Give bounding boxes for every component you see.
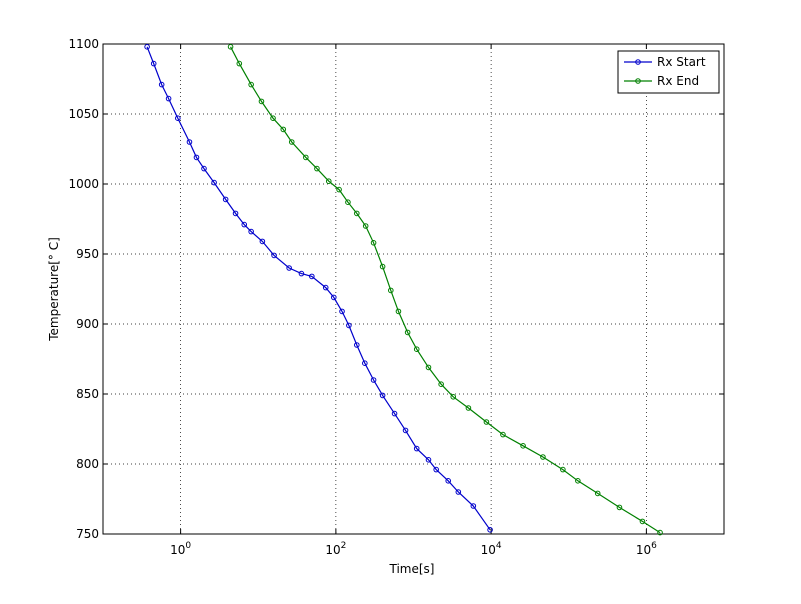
data-point: [280, 126, 287, 133]
data-point: [193, 154, 200, 161]
data-point: [325, 178, 332, 184]
data-point: [336, 186, 342, 193]
data-point: [150, 60, 157, 67]
data-point: [395, 308, 402, 315]
x-tick-label: 100: [170, 541, 191, 557]
data-point: [314, 165, 320, 172]
data-point: [404, 329, 411, 336]
data-point: [370, 377, 377, 383]
data-point: [455, 489, 462, 495]
data-point: [362, 223, 369, 229]
y-tick-label: 750: [76, 527, 99, 541]
legend-marker: [635, 78, 641, 84]
legend-marker: [635, 59, 641, 65]
data-point: [227, 44, 234, 50]
data-point: [391, 410, 398, 417]
data-point: [425, 457, 432, 463]
y-tick-label: 900: [76, 317, 99, 331]
x-tick-label: 106: [636, 541, 657, 557]
data-point: [236, 60, 243, 67]
y-tick-label: 850: [76, 387, 99, 401]
x-axis-label: Time[s]: [389, 562, 435, 576]
data-point: [270, 115, 276, 121]
data-point: [362, 360, 368, 367]
data-point: [248, 228, 254, 235]
data-point: [346, 322, 352, 329]
data-point: [575, 478, 581, 484]
legend-label: Rx Start: [657, 55, 706, 69]
data-point: [425, 364, 432, 371]
data-point: [433, 466, 439, 473]
data-point: [211, 179, 217, 186]
data-point: [540, 454, 546, 460]
data-point: [639, 518, 646, 525]
data-point: [339, 308, 345, 315]
data-point: [388, 287, 394, 294]
data-point: [241, 221, 248, 228]
data-point: [345, 199, 351, 205]
data-point: [413, 346, 420, 353]
data-point: [353, 342, 360, 348]
data-point: [303, 154, 309, 161]
data-point: [232, 210, 239, 217]
legend-box: [617, 50, 720, 94]
data-point: [657, 529, 663, 536]
data-point: [222, 196, 229, 203]
data-point: [402, 427, 409, 434]
legend-label: Rx End: [657, 74, 699, 88]
data-point: [201, 165, 207, 172]
data-point: [259, 238, 266, 245]
data-point: [158, 81, 165, 88]
y-axis-label: Temperature[° C]: [47, 237, 61, 342]
data-point: [560, 466, 566, 473]
y-tick-label: 800: [76, 457, 99, 471]
y-tick-label: 950: [76, 247, 99, 261]
data-point: [450, 394, 457, 400]
x-tick-label: 102: [325, 541, 346, 557]
data-point: [175, 115, 181, 121]
data-point: [248, 81, 254, 88]
y-tick-label: 1000: [68, 177, 99, 191]
data-point: [288, 139, 295, 145]
data-point: [186, 139, 193, 145]
data-point: [286, 265, 292, 271]
data-point: [438, 381, 444, 388]
data-point: [616, 504, 623, 511]
data-point: [594, 490, 601, 497]
data-point: [379, 392, 386, 399]
plot-area: [103, 44, 724, 534]
data-point: [520, 443, 526, 449]
data-point: [165, 95, 172, 102]
data-point: [322, 284, 329, 291]
y-tick-label: 1050: [68, 107, 99, 121]
data-point: [258, 98, 265, 105]
plot-frame: [102, 43, 725, 535]
data-point: [500, 431, 506, 438]
data-point: [330, 294, 337, 301]
series-line: [146, 46, 491, 531]
data-point: [445, 478, 452, 484]
data-point: [379, 263, 386, 270]
y-tick-label: 1100: [68, 37, 99, 51]
series-line: [230, 46, 661, 534]
data-point: [271, 252, 277, 259]
data-point: [487, 527, 493, 533]
data-point: [483, 419, 490, 425]
data-point: [309, 273, 315, 280]
data-point: [470, 503, 477, 509]
data-point: [413, 445, 420, 452]
data-point: [144, 44, 150, 50]
data-point: [298, 270, 305, 277]
x-tick-label: 104: [481, 541, 502, 557]
data-point: [465, 405, 472, 411]
data-point: [353, 210, 360, 217]
data-point: [370, 240, 377, 246]
